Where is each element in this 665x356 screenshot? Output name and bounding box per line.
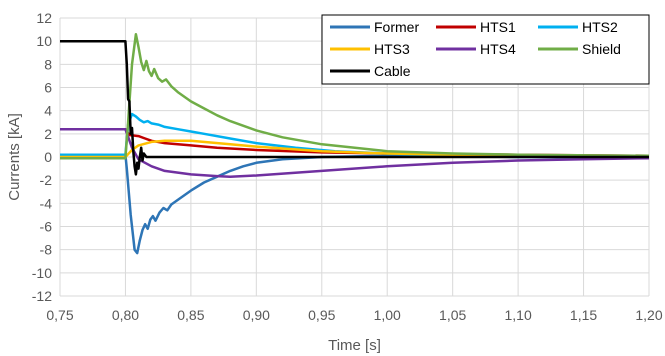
legend-label-shield: Shield [582,41,621,57]
y-tick-label: -4 [40,195,53,211]
y-tick-label: -6 [40,219,53,235]
x-tick-label: 0,95 [308,307,335,323]
series-line-hts4 [60,127,650,178]
y-tick-label: 8 [44,56,52,72]
x-axis-title: Time [s] [328,337,381,354]
y-tick-label: 6 [44,80,52,96]
x-tick-label: 0,85 [177,307,204,323]
x-tick-label: 0,80 [112,307,139,323]
legend: Former HTS1 HTS2 HTS3 HTS4 Shield Cable [321,14,650,85]
y-tick-label: 2 [44,126,52,142]
series-line-shield [60,32,650,160]
legend-label-hts4: HTS4 [480,41,516,57]
y-tick-label: 12 [36,10,52,26]
y-tick-label: 10 [36,33,52,49]
series-line-cable [60,39,649,176]
y-tick-label: -12 [32,288,52,304]
x-tick-label: 0,90 [243,307,270,323]
y-tick-label: 4 [44,103,52,119]
legend-label-hts3: HTS3 [374,41,410,57]
x-tick-label: 0,75 [46,307,73,323]
legend-label-hts1: HTS1 [480,19,516,35]
series-line-former [60,153,649,255]
x-tick-label: 1,05 [439,307,466,323]
x-tick-labels: 0,75 0,80 0,85 0,90 0,95 1,00 1,05 1,10 1,15 1,20 [46,307,662,323]
x-tick-label: 1,10 [504,307,531,323]
y-tick-label: 0 [44,149,52,165]
x-tick-label: 1,00 [374,307,401,323]
y-tick-label: -2 [40,172,53,188]
legend-label-hts2: HTS2 [582,19,618,35]
x-tick-label: 1,15 [570,307,597,323]
series-line-hts2 [60,112,649,159]
y-tick-label: -10 [32,265,52,281]
legend-box [321,14,650,85]
y-tick-label: -8 [40,242,53,258]
legend-label-former: Former [374,19,419,35]
y-tick-labels: 12 10 8 6 4 2 0 -2 -4 -6 -8 -10 -12 [32,10,52,304]
y-axis-title: Currents [kA] [6,113,23,201]
series-layer [60,32,650,255]
legend-label-cable: Cable [374,63,411,79]
x-tick-label: 1,20 [635,307,662,323]
